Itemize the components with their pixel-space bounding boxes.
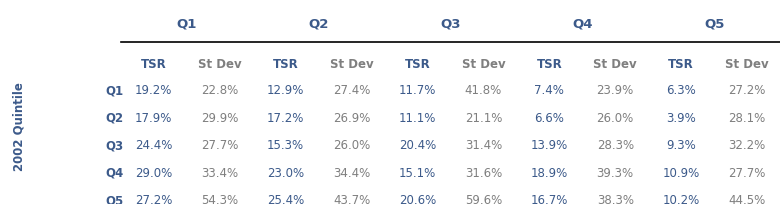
Text: 28.1%: 28.1% bbox=[729, 112, 766, 125]
Text: St Dev: St Dev bbox=[330, 58, 374, 71]
Text: 59.6%: 59.6% bbox=[465, 194, 502, 204]
Text: 9.3%: 9.3% bbox=[666, 139, 696, 152]
Text: 22.8%: 22.8% bbox=[201, 84, 239, 97]
Text: 27.2%: 27.2% bbox=[729, 84, 766, 97]
Text: 23.0%: 23.0% bbox=[267, 167, 304, 180]
Text: 31.6%: 31.6% bbox=[465, 167, 502, 180]
Text: 27.7%: 27.7% bbox=[201, 139, 239, 152]
Text: 38.3%: 38.3% bbox=[597, 194, 633, 204]
Text: Q2: Q2 bbox=[308, 18, 329, 31]
Text: 17.2%: 17.2% bbox=[267, 112, 304, 125]
Text: 12.9%: 12.9% bbox=[267, 84, 304, 97]
Text: 19.2%: 19.2% bbox=[135, 84, 172, 97]
Text: 31.4%: 31.4% bbox=[465, 139, 502, 152]
Text: 20.4%: 20.4% bbox=[399, 139, 436, 152]
Text: TSR: TSR bbox=[273, 58, 299, 71]
Text: Q2: Q2 bbox=[105, 112, 123, 125]
Text: 15.3%: 15.3% bbox=[267, 139, 304, 152]
Text: St Dev: St Dev bbox=[725, 58, 769, 71]
Text: TSR: TSR bbox=[405, 58, 431, 71]
Text: 21.1%: 21.1% bbox=[465, 112, 502, 125]
Text: 11.1%: 11.1% bbox=[399, 112, 436, 125]
Text: 17.9%: 17.9% bbox=[135, 112, 172, 125]
Text: 18.9%: 18.9% bbox=[530, 167, 568, 180]
Text: TSR: TSR bbox=[141, 58, 167, 71]
Text: 29.0%: 29.0% bbox=[135, 167, 172, 180]
Text: 25.4%: 25.4% bbox=[267, 194, 304, 204]
Text: 54.3%: 54.3% bbox=[201, 194, 239, 204]
Text: 28.3%: 28.3% bbox=[597, 139, 634, 152]
Text: 29.9%: 29.9% bbox=[201, 112, 239, 125]
Text: Q3: Q3 bbox=[440, 18, 461, 31]
Text: 7.4%: 7.4% bbox=[534, 84, 564, 97]
Text: 27.7%: 27.7% bbox=[729, 167, 766, 180]
Text: 26.0%: 26.0% bbox=[333, 139, 370, 152]
Text: Q4: Q4 bbox=[572, 18, 593, 31]
Text: 20.6%: 20.6% bbox=[399, 194, 436, 204]
Text: St Dev: St Dev bbox=[462, 58, 505, 71]
Text: St Dev: St Dev bbox=[594, 58, 637, 71]
Text: 24.4%: 24.4% bbox=[135, 139, 172, 152]
Text: 41.8%: 41.8% bbox=[465, 84, 502, 97]
Text: 27.4%: 27.4% bbox=[333, 84, 370, 97]
Text: Q3: Q3 bbox=[105, 139, 123, 152]
Text: Q5: Q5 bbox=[105, 194, 123, 204]
Text: 16.7%: 16.7% bbox=[530, 194, 568, 204]
Text: Q1: Q1 bbox=[105, 84, 123, 97]
Text: 33.4%: 33.4% bbox=[201, 167, 239, 180]
Text: 23.9%: 23.9% bbox=[597, 84, 634, 97]
Text: 26.9%: 26.9% bbox=[333, 112, 370, 125]
Text: Q4: Q4 bbox=[105, 167, 123, 180]
Text: Q1: Q1 bbox=[176, 18, 197, 31]
Text: 34.4%: 34.4% bbox=[333, 167, 370, 180]
Text: 43.7%: 43.7% bbox=[333, 194, 370, 204]
Text: 10.2%: 10.2% bbox=[662, 194, 700, 204]
Text: 27.2%: 27.2% bbox=[135, 194, 172, 204]
Text: St Dev: St Dev bbox=[198, 58, 242, 71]
Text: 6.6%: 6.6% bbox=[534, 112, 564, 125]
Text: 15.1%: 15.1% bbox=[399, 167, 436, 180]
Text: 13.9%: 13.9% bbox=[530, 139, 568, 152]
Text: 10.9%: 10.9% bbox=[662, 167, 700, 180]
Text: 2002 Quintile: 2002 Quintile bbox=[13, 82, 26, 171]
Text: Q5: Q5 bbox=[704, 18, 725, 31]
Text: 39.3%: 39.3% bbox=[597, 167, 634, 180]
Text: 44.5%: 44.5% bbox=[729, 194, 766, 204]
Text: TSR: TSR bbox=[537, 58, 562, 71]
Text: 26.0%: 26.0% bbox=[597, 112, 634, 125]
Text: TSR: TSR bbox=[668, 58, 694, 71]
Text: 3.9%: 3.9% bbox=[666, 112, 696, 125]
Text: 6.3%: 6.3% bbox=[666, 84, 696, 97]
Text: 32.2%: 32.2% bbox=[729, 139, 766, 152]
Text: 11.7%: 11.7% bbox=[399, 84, 436, 97]
